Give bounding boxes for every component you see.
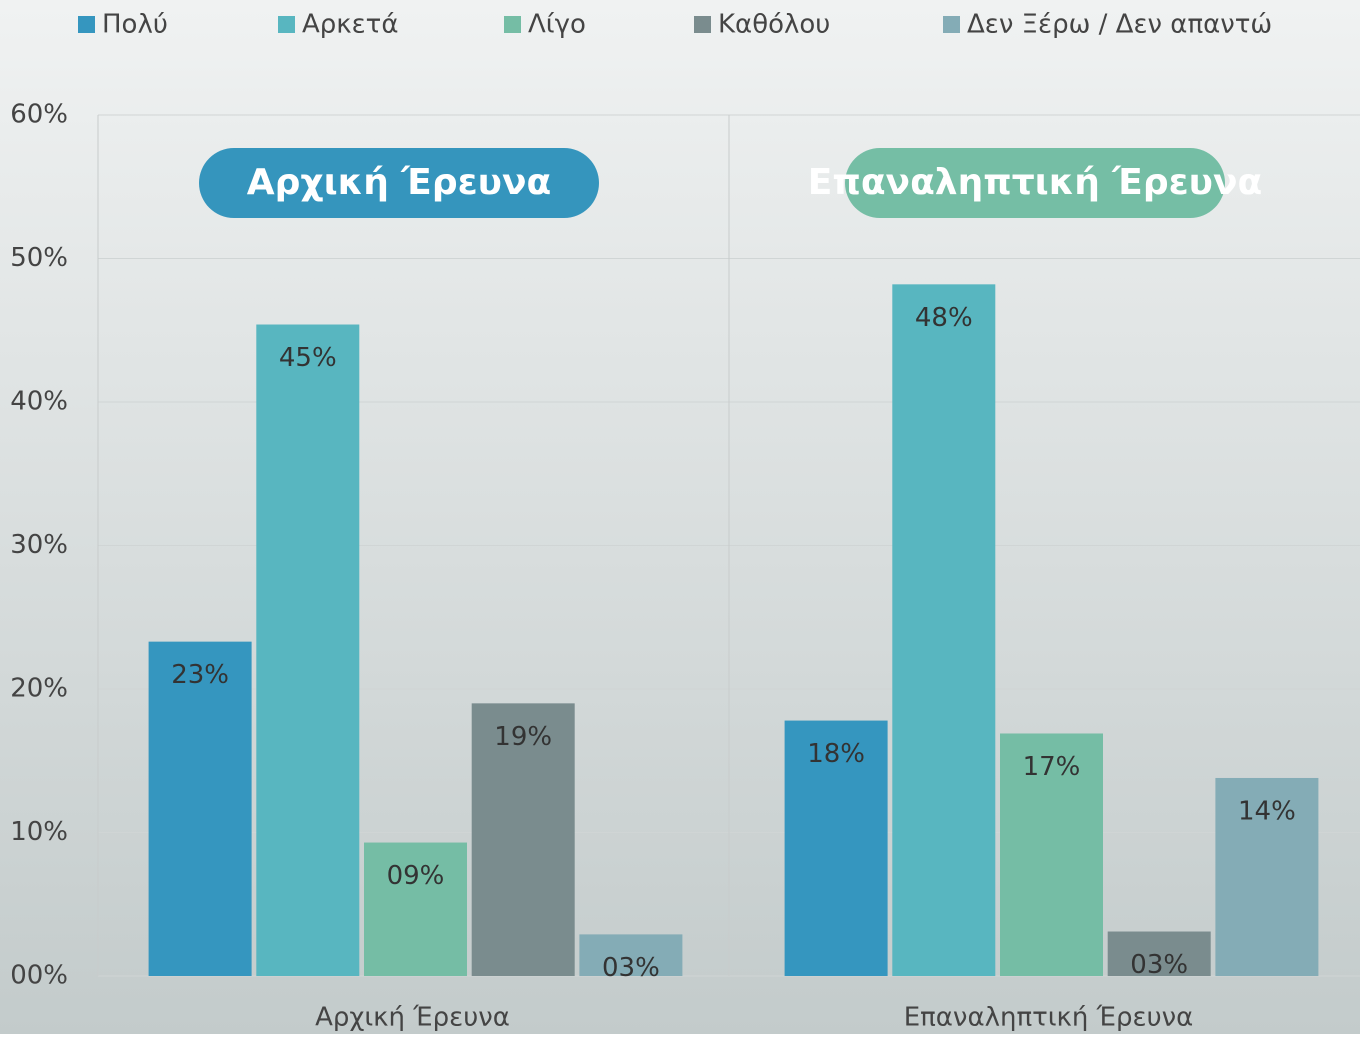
legend-swatch — [504, 16, 521, 33]
x-tick-label: Επαναληπτική Έρευνα — [904, 1003, 1194, 1033]
bar — [1215, 777, 1319, 976]
legend-label: Αρκετά — [302, 10, 398, 40]
bar — [256, 324, 360, 976]
y-tick-label: 20% — [10, 674, 68, 704]
legend-label: Δεν Ξέρω / Δεν απαντώ — [967, 10, 1272, 40]
bar — [364, 842, 467, 976]
bar — [1107, 931, 1211, 976]
value-label: 03% — [602, 953, 660, 983]
y-tick-label: 00% — [10, 961, 68, 991]
legend-swatch — [278, 16, 295, 33]
legend-label: Λίγο — [528, 10, 586, 40]
value-label: 17% — [1023, 752, 1081, 782]
legend-label: Πολύ — [102, 10, 168, 40]
value-label: 23% — [171, 660, 229, 690]
y-tick-label: 60% — [10, 100, 68, 130]
legend-swatch — [78, 16, 95, 33]
value-label: 14% — [1238, 796, 1296, 826]
y-tick-label: 40% — [10, 387, 68, 417]
legend-swatch — [943, 16, 960, 33]
annotation-text: Αρχική Έρευνα — [247, 162, 551, 203]
y-tick-label: 10% — [10, 817, 68, 847]
bar — [471, 703, 575, 976]
annotation-pill — [845, 148, 1225, 218]
annotation-text: Επαναληπτική Έρευνα — [808, 162, 1263, 203]
bar — [784, 720, 888, 976]
legend-swatch — [694, 16, 711, 33]
value-label: 03% — [1130, 950, 1188, 980]
value-label: 45% — [279, 343, 337, 373]
value-label: 48% — [915, 303, 973, 333]
value-label: 09% — [387, 861, 445, 891]
x-tick-label: Αρχική Έρευνα — [315, 1003, 510, 1033]
annotation-pill — [199, 148, 599, 218]
y-tick-label: 30% — [10, 530, 68, 560]
bar — [892, 284, 996, 977]
value-label: 19% — [494, 722, 552, 752]
y-tick-label: 50% — [10, 243, 68, 273]
bar — [148, 641, 252, 976]
bar — [579, 934, 683, 976]
value-label: 18% — [807, 739, 865, 769]
bar — [1000, 733, 1103, 976]
legend-label: Καθόλου — [718, 10, 830, 40]
